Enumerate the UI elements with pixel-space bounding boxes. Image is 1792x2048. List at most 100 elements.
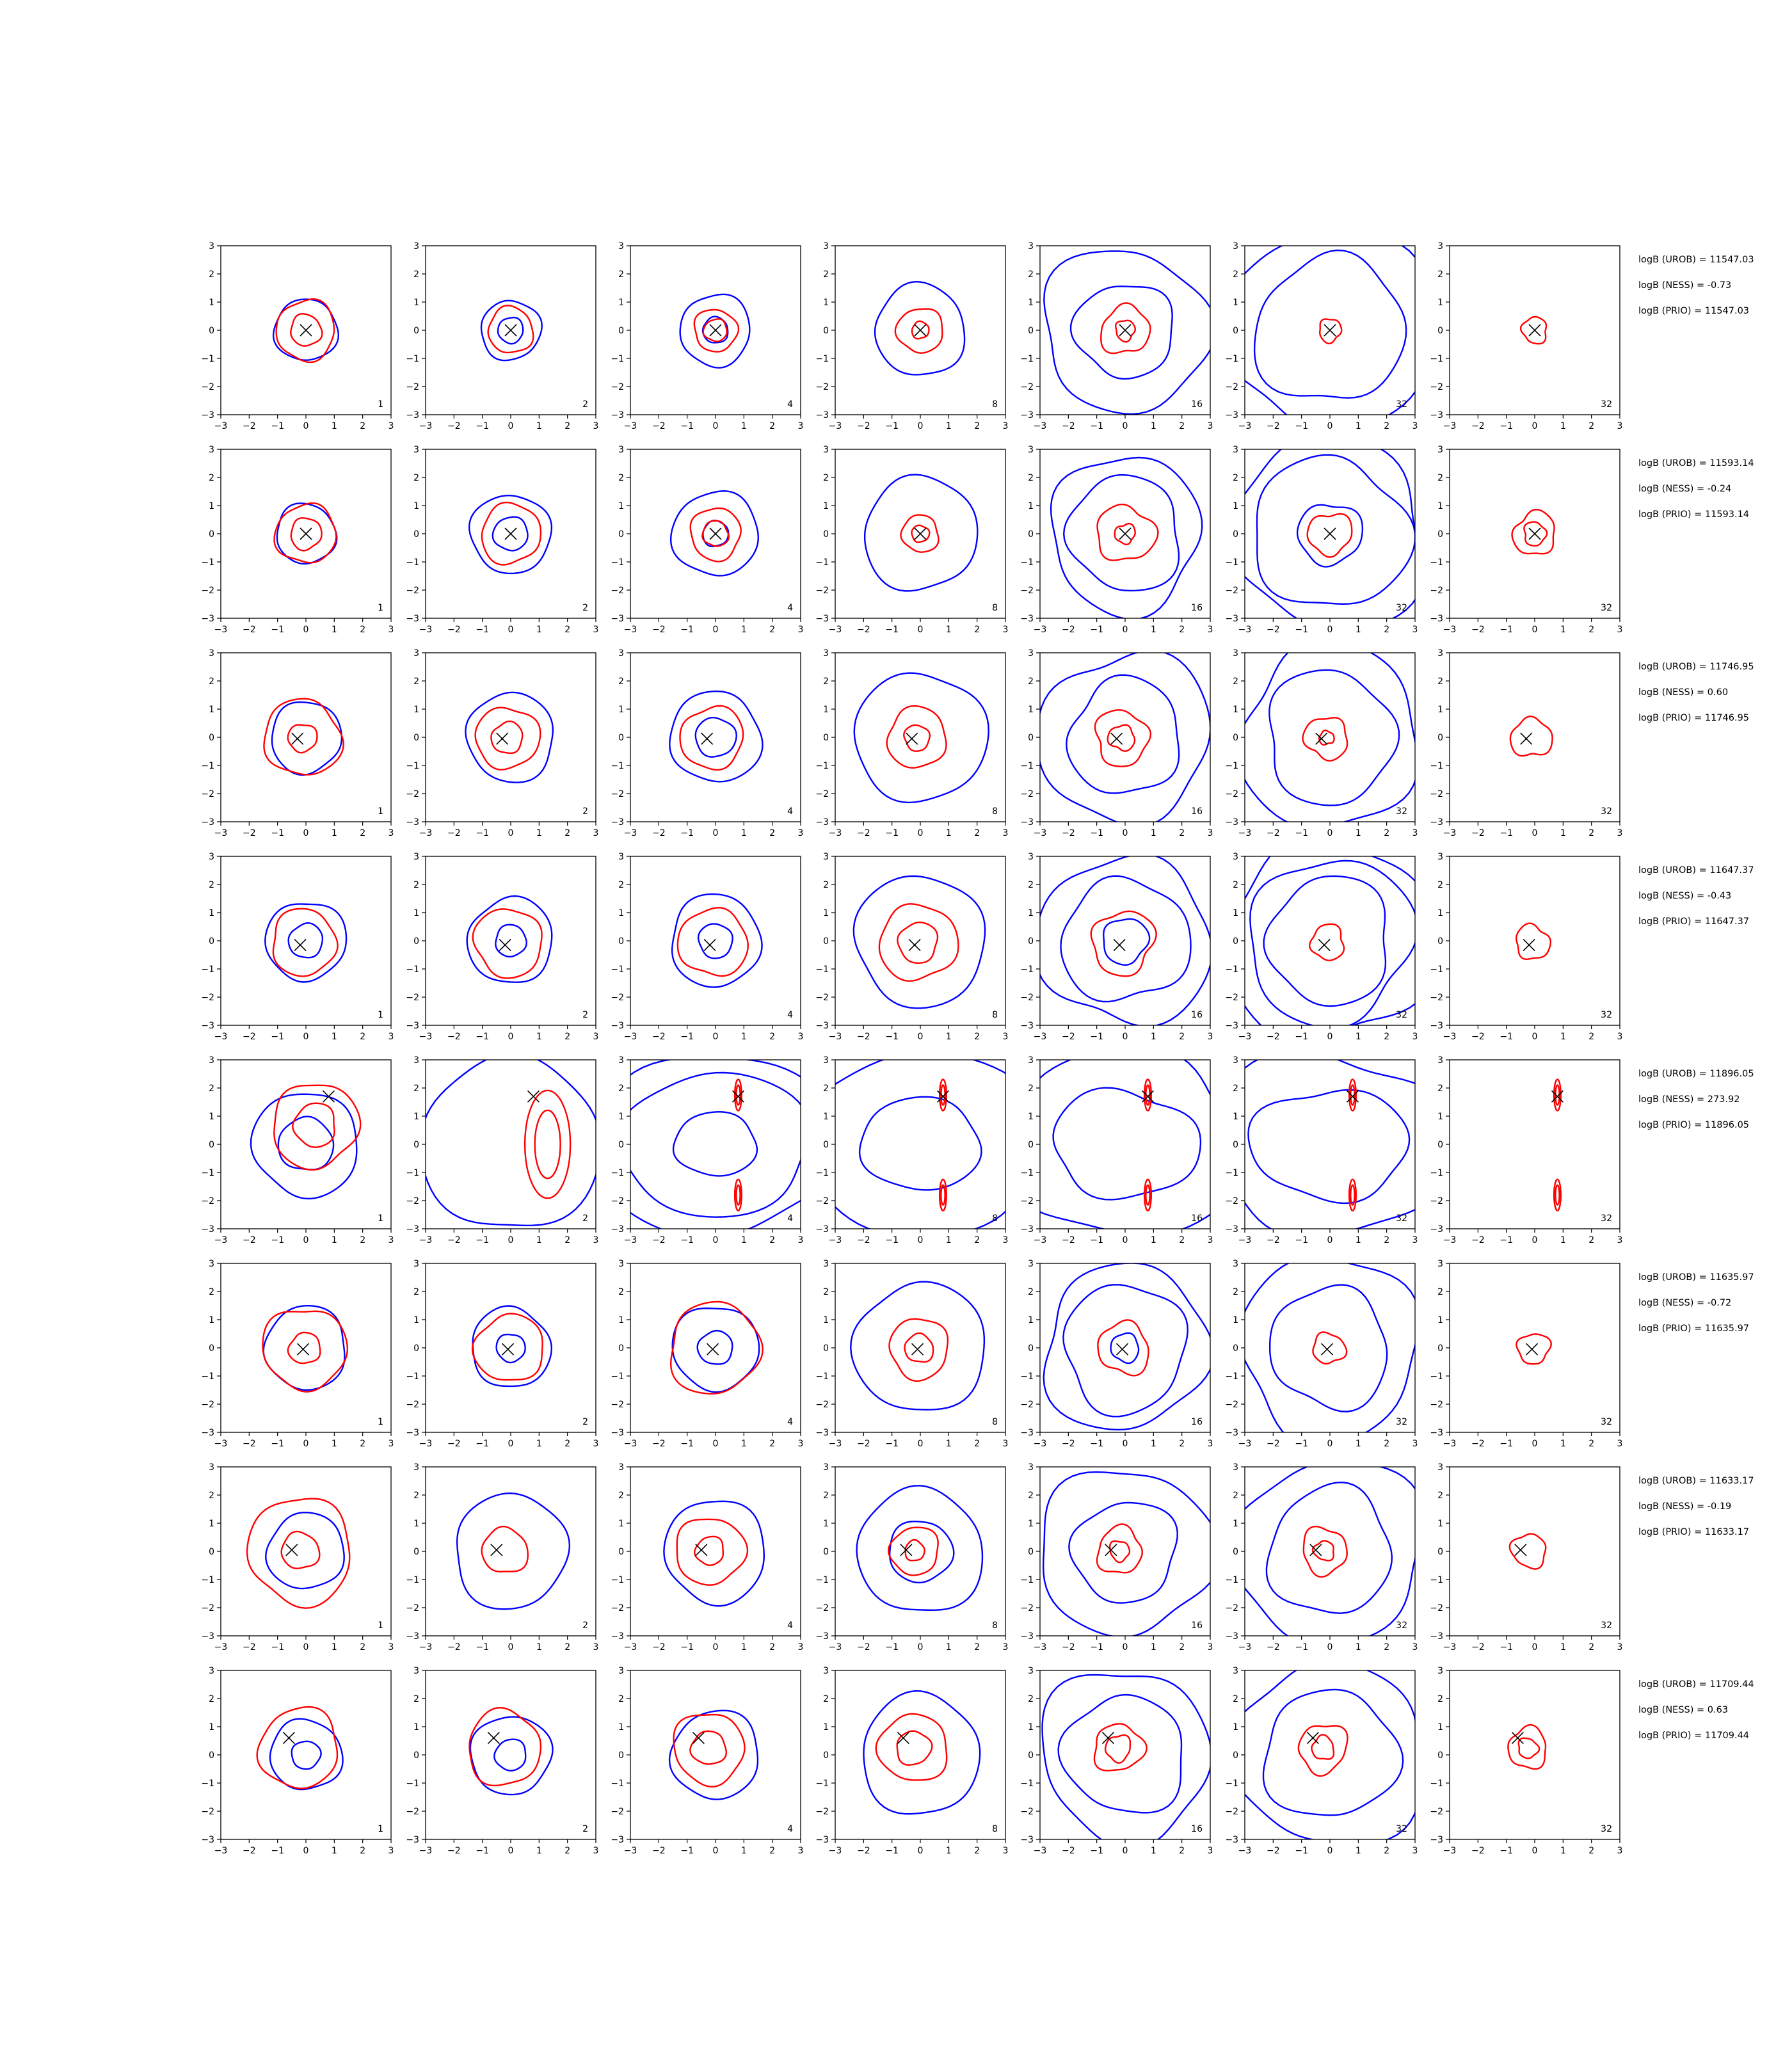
x-tick-label: −3 (214, 1235, 228, 1245)
x-tick-label: −2 (1267, 828, 1280, 838)
plot-area (1245, 1467, 1415, 1636)
blue-contour (1066, 674, 1180, 794)
blue-contour (1041, 1674, 1210, 1839)
blue-contour (1062, 474, 1180, 592)
y-tick-label: −1 (406, 1575, 419, 1585)
true-point-marker (936, 1090, 950, 1103)
blue-contour (1062, 1284, 1188, 1418)
panel-count-label: 32 (1601, 1417, 1612, 1427)
blue-contour (863, 474, 979, 592)
red-contour (875, 1713, 948, 1781)
x-tick-label: −2 (857, 625, 870, 635)
x-tick-label: −1 (680, 1642, 694, 1652)
x-tick-label: −2 (652, 1439, 666, 1449)
y-tick-label: 1 (823, 1315, 829, 1325)
plot-area (669, 1300, 764, 1395)
x-tick-label: 3 (798, 1846, 804, 1856)
x-tick-label: 1 (741, 1846, 747, 1856)
x-tick-label: −2 (447, 828, 461, 838)
y-tick-label: 2 (823, 1694, 829, 1704)
blue-contour (426, 1060, 596, 1226)
y-tick-label: 0 (1028, 1140, 1034, 1150)
x-tick-label: 0 (508, 1235, 514, 1245)
x-tick-label: −3 (829, 1439, 842, 1449)
x-tick-label: 0 (918, 1235, 924, 1245)
x-tick-label: −3 (1034, 1846, 1047, 1856)
blue-contour (1245, 1670, 1415, 1839)
x-tick-label: 3 (1003, 1439, 1009, 1449)
y-tick-label: 3 (413, 852, 419, 862)
y-tick-label: −2 (201, 1196, 214, 1206)
y-tick-label: 0 (618, 1750, 624, 1761)
panel: −3−3 −2 −2 −1 −1 0 0 1 1 2 2 3 3 32 (1430, 852, 1622, 1042)
red-contour (1093, 1723, 1148, 1772)
true-point-marker (1523, 939, 1535, 952)
x-tick-label: 0 (918, 1846, 924, 1856)
y-tick-label: −2 (1020, 586, 1034, 596)
true-point-marker (695, 1544, 708, 1556)
x-tick-label: 3 (1208, 625, 1213, 635)
y-tick-label: 3 (209, 1462, 214, 1473)
red-contour (287, 1331, 321, 1364)
blue-contour (497, 316, 524, 345)
panel-count-label: 8 (992, 1824, 998, 1834)
x-tick-label: 3 (1208, 828, 1213, 838)
x-tick-label: −1 (1500, 828, 1513, 838)
true-point-marker (285, 1544, 298, 1556)
x-tick-label: 1 (536, 625, 542, 635)
x-tick-label: −1 (1295, 1846, 1308, 1856)
y-tick-label: 2 (1233, 880, 1238, 890)
red-contour (911, 524, 931, 543)
y-tick-label: 3 (618, 1462, 624, 1473)
blue-contour (694, 716, 737, 758)
y-tick-label: −2 (611, 1400, 624, 1410)
y-tick-label: 0 (1437, 1547, 1443, 1557)
y-tick-label: 3 (1028, 1666, 1034, 1676)
x-tick-label: 1 (536, 421, 542, 431)
y-tick-label: 2 (1437, 269, 1443, 280)
true-point-marker (1306, 1732, 1319, 1745)
y-tick-label: −1 (406, 1779, 419, 1789)
blue-contour (1052, 1087, 1202, 1201)
y-tick-label: 2 (823, 1491, 829, 1501)
x-tick-label: −1 (271, 421, 284, 431)
blue-contour (1068, 1501, 1178, 1604)
y-tick-label: −1 (1430, 1372, 1443, 1382)
x-tick-label: 0 (1123, 625, 1128, 635)
y-tick-label: 3 (1028, 241, 1034, 252)
y-tick-label: 0 (209, 1140, 214, 1150)
panel-count-label: 32 (1601, 1620, 1612, 1631)
y-tick-label: −2 (1430, 1400, 1443, 1410)
y-tick-label: −1 (406, 1168, 419, 1178)
x-tick-label: 1 (332, 1642, 337, 1652)
y-tick-label: −1 (1430, 1168, 1443, 1178)
true-point-marker (1110, 732, 1123, 745)
y-tick-label: −2 (815, 789, 829, 799)
y-tick-label: 3 (209, 1666, 214, 1676)
blue-contour (1060, 875, 1192, 1003)
x-tick-label: −1 (271, 1032, 284, 1042)
x-tick-label: 2 (1588, 1439, 1594, 1449)
x-tick-label: 1 (1560, 1846, 1566, 1856)
x-tick-label: 2 (1384, 1846, 1389, 1856)
true-point-marker (1318, 939, 1331, 952)
y-tick-label: 2 (1028, 1287, 1034, 1297)
red-contour (1507, 1724, 1547, 1770)
y-tick-label: 3 (1437, 852, 1443, 862)
red-contour (1555, 1184, 1560, 1206)
x-tick-label: 0 (303, 1032, 309, 1042)
true-point-marker (300, 324, 312, 337)
plot-area (1519, 316, 1548, 345)
x-tick-label: −1 (1500, 1235, 1513, 1245)
x-tick-label: 1 (946, 1032, 952, 1042)
logb-stat: logB (PRIO) = 11547.03 (1638, 306, 1749, 316)
y-tick-label: 3 (618, 852, 624, 862)
logb-stat: logB (PRIO) = 11635.97 (1638, 1324, 1749, 1334)
y-tick-label: 1 (618, 705, 624, 715)
x-tick-label: 2 (1588, 421, 1594, 431)
logb-stat: logB (UROB) = 11709.44 (1638, 1679, 1754, 1690)
y-tick-label: −1 (1430, 1575, 1443, 1585)
y-tick-label: 2 (823, 269, 829, 280)
x-tick-label: −3 (1034, 1439, 1047, 1449)
x-tick-label: −1 (1295, 1032, 1308, 1042)
